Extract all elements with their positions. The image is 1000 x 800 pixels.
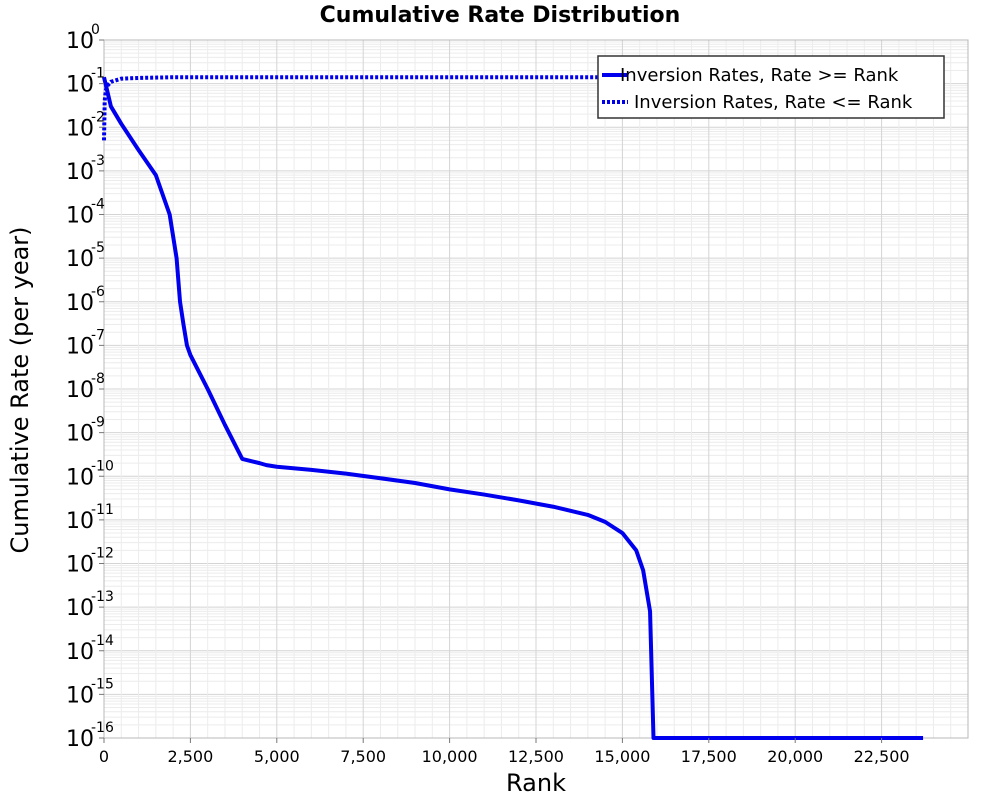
x-tick-label: 10,000 <box>422 747 478 766</box>
x-tick-label: 7,500 <box>340 747 386 766</box>
y-tick-label: 10 <box>66 727 94 752</box>
legend-entry-rate-le-rank: Inversion Rates, Rate <= Rank <box>634 92 913 113</box>
y-tick-label: 10 <box>66 291 94 316</box>
y-tick-exponent: -14 <box>91 633 114 649</box>
y-axis-label: Cumulative Rate (per year) <box>6 226 34 553</box>
y-tick-label: 10 <box>66 378 94 403</box>
y-tick-exponent: -13 <box>91 589 114 605</box>
legend-box <box>597 55 945 119</box>
y-tick-exponent: -4 <box>91 197 105 213</box>
y-tick-exponent: -2 <box>91 109 105 125</box>
x-axis-ticks: 0 2,500 5,000 7,500 10,000 12,500 15,000 17,500… <box>99 738 910 766</box>
y-tick-label: 10 <box>66 116 94 141</box>
x-tick-label: 17,500 <box>681 747 737 766</box>
legend-entry-rate-ge-rank: Inversion Rates, Rate >= Rank <box>620 65 899 86</box>
x-axis-label: Rank <box>506 769 566 797</box>
y-tick-label: 10 <box>66 683 94 708</box>
y-tick-exponent: -9 <box>91 415 105 431</box>
y-tick-exponent: 0 <box>91 22 100 38</box>
legend: Inversion Rates, Rate >= Rank Inversion … <box>597 55 945 119</box>
y-tick-label: 10 <box>66 29 94 54</box>
y-tick-exponent: -5 <box>91 240 105 256</box>
y-tick-exponent: -7 <box>91 327 105 343</box>
y-tick-exponent: -12 <box>91 546 114 562</box>
x-tick-label: 0 <box>99 747 109 766</box>
y-tick-exponent: -11 <box>91 502 114 518</box>
y-tick-label: 10 <box>66 509 94 534</box>
y-tick-exponent: -16 <box>91 720 114 736</box>
y-axis-ticks: 10010-110-210-310-410-510-610-710-810-91… <box>66 22 114 752</box>
chart-title: Cumulative Rate Distribution <box>320 3 681 28</box>
series-line-1 <box>102 76 924 740</box>
y-tick-label: 10 <box>66 596 94 621</box>
x-tick-label: 2,500 <box>167 747 213 766</box>
y-tick-label: 10 <box>66 160 94 185</box>
y-tick-label: 10 <box>66 640 94 665</box>
y-tick-exponent: -15 <box>91 676 114 692</box>
y-tick-label: 10 <box>66 465 94 490</box>
x-tick-label: 5,000 <box>254 747 300 766</box>
y-tick-label: 10 <box>66 422 94 447</box>
y-tick-label: 10 <box>66 334 94 359</box>
y-tick-exponent: -8 <box>91 371 105 387</box>
x-tick-label: 15,000 <box>594 747 650 766</box>
y-tick-exponent: -1 <box>91 66 105 82</box>
x-tick-label: 22,500 <box>854 747 910 766</box>
y-tick-exponent: -6 <box>91 284 105 300</box>
y-tick-label: 10 <box>66 204 94 229</box>
y-tick-label: 10 <box>66 73 94 98</box>
y-tick-label: 10 <box>66 553 94 578</box>
x-tick-label: 20,000 <box>767 747 823 766</box>
x-tick-label: 12,500 <box>508 747 564 766</box>
y-tick-exponent: -3 <box>91 153 105 169</box>
y-tick-exponent: -10 <box>91 458 114 474</box>
y-tick-label: 10 <box>66 247 94 272</box>
